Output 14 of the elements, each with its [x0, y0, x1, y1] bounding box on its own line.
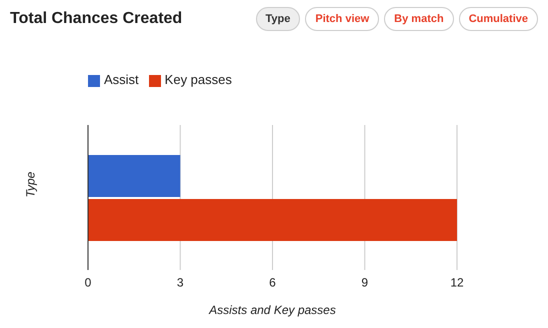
legend-label: Key passes — [164, 72, 232, 87]
y-axis-title: Type — [23, 171, 38, 198]
x-axis-title: Assists and Key passes — [208, 303, 336, 317]
text: By match — [384, 7, 454, 31]
chart-title: Total Chances Created — [10, 10, 182, 28]
x-tick-label: 12 — [450, 276, 464, 290]
x-tick-label: 9 — [361, 276, 368, 290]
x-tick-label: 3 — [176, 276, 184, 290]
x-tick-label: 6 — [269, 276, 276, 290]
text: Type — [256, 7, 300, 31]
legend-label: Assist — [104, 72, 139, 87]
x-tick-label: 0 — [84, 276, 92, 290]
text: Cumulative — [458, 7, 538, 31]
text: Pitch view — [305, 7, 380, 31]
